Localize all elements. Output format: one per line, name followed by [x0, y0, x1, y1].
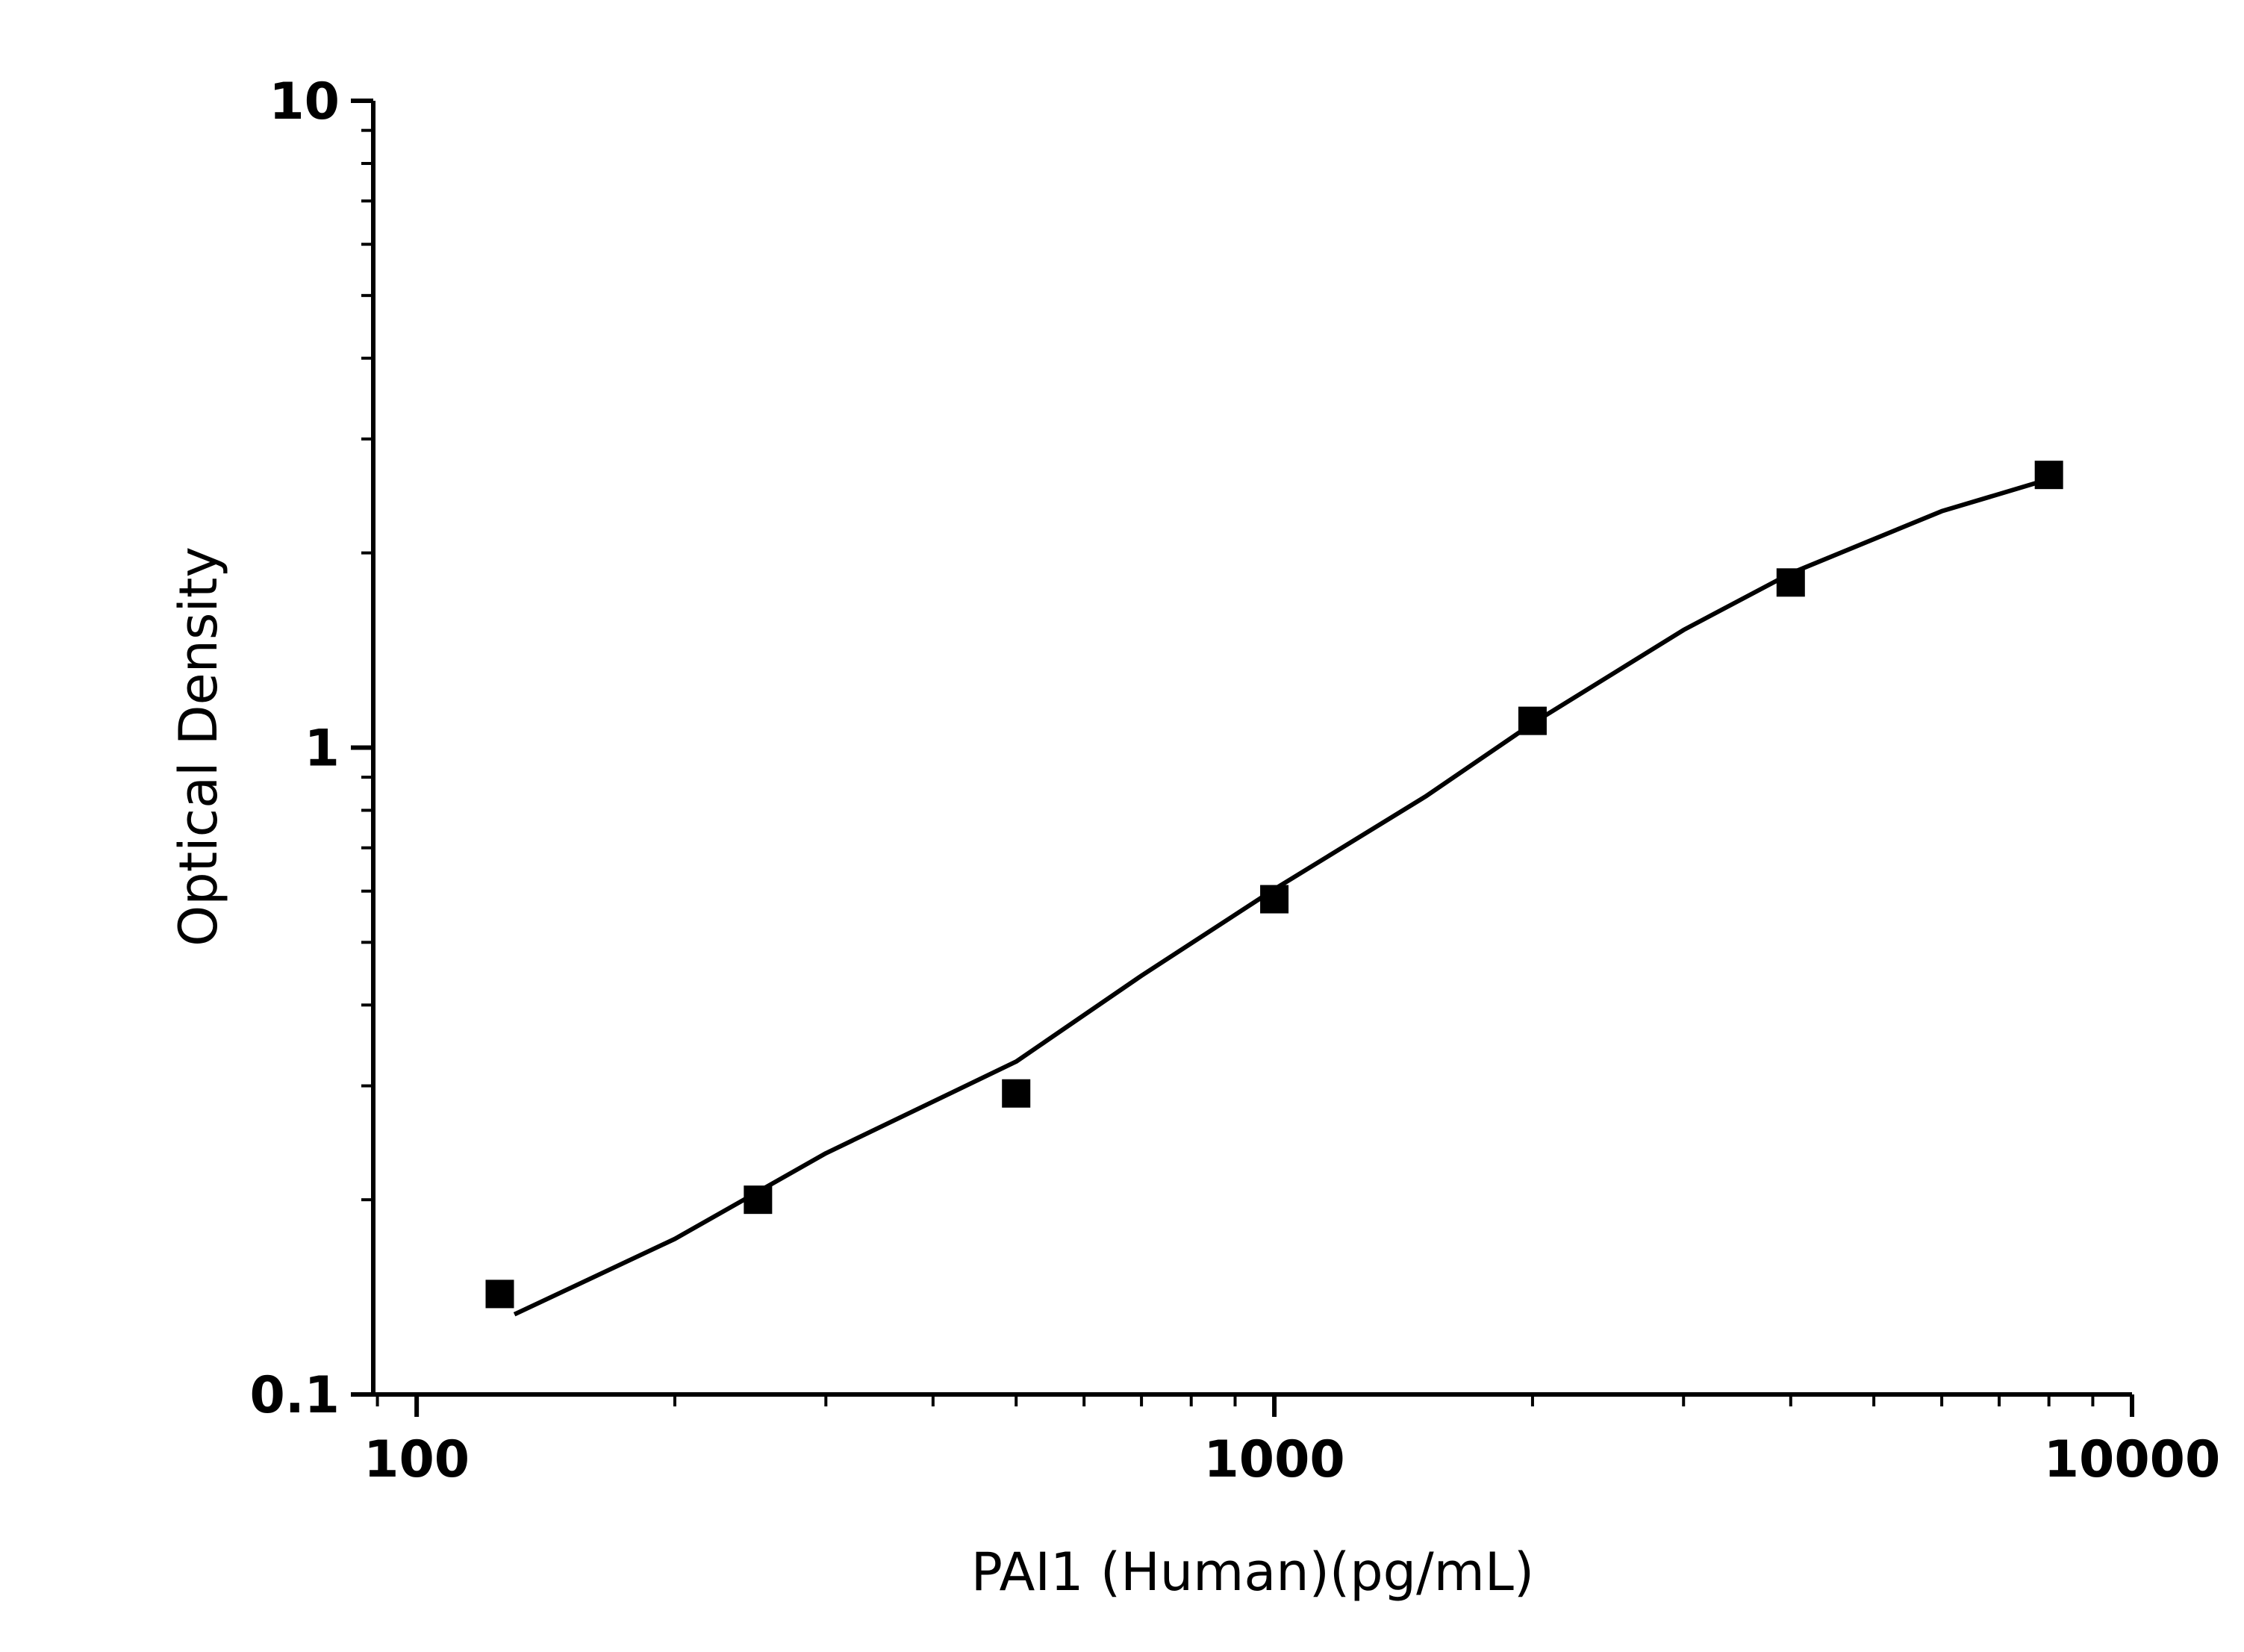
- data-point: [2034, 461, 2063, 490]
- y-axis-title: Optical Density: [168, 546, 229, 947]
- x-tick-label: 10000: [2044, 1430, 2221, 1489]
- data-point: [1776, 568, 1805, 597]
- data-point: [1002, 1079, 1031, 1108]
- y-tick-label: 0.1: [250, 1366, 340, 1425]
- x-tick-label: 1000: [1203, 1430, 1344, 1489]
- x-tick-label: 100: [364, 1430, 470, 1489]
- data-point: [1260, 885, 1289, 914]
- data-point: [744, 1185, 773, 1215]
- data-point: [1518, 706, 1547, 735]
- fit-curve: [513, 477, 2050, 1317]
- y-tick-label: 1: [305, 720, 340, 779]
- x-axis-title: PAI1 (Human)(pg/mL): [971, 1542, 1534, 1603]
- y-tick-label: 10: [269, 72, 340, 131]
- data-point: [485, 1279, 514, 1309]
